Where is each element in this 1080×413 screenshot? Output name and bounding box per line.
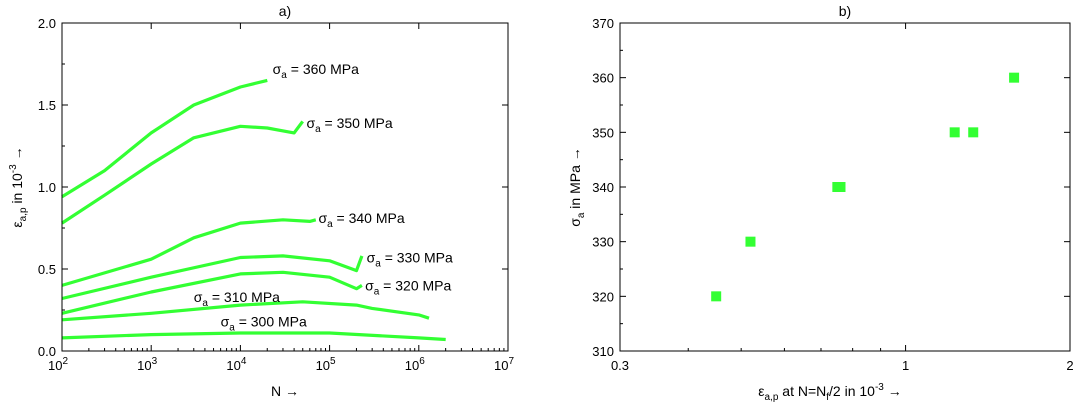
- chart-a-title: a): [279, 3, 291, 19]
- data-point-5: [949, 127, 960, 138]
- x-tick-label: 103: [137, 356, 157, 373]
- chart-a-axes: 102 103 104 105 106 107 0.0 0.5 1.0 1.5 2.0: [38, 16, 515, 373]
- series-line-1: [61, 78, 268, 199]
- chart-a-marks: [61, 78, 446, 342]
- data-point-6: [968, 127, 979, 138]
- series-label-5: σa = 320 MPa: [365, 277, 451, 297]
- x-tick-label: 0.3: [611, 358, 629, 373]
- chart-b-marks: [711, 72, 1020, 302]
- y-tick-label: 370: [592, 16, 614, 31]
- series-label-1: σa = 360 MPa: [273, 61, 359, 81]
- y-tick-label: 0.0: [38, 344, 56, 359]
- y-tick-label: 2.0: [38, 16, 56, 31]
- x-tick-label: 107: [494, 356, 514, 373]
- series-line-4: [61, 254, 364, 301]
- chart-b-x-axis-title: εa,p at N=Nf/2 in 10-3 →: [758, 382, 902, 403]
- chart-b-y-axis-title: σa in MPa →: [567, 147, 587, 227]
- y-tick-label: 330: [592, 235, 614, 250]
- series-label-2: σa = 350 MPa: [306, 115, 392, 135]
- chart-a-annotations: σa = 360 MPa σa = 350 MPa σa = 340 MPa σa =…: [194, 61, 453, 334]
- y-tick-label: 340: [592, 180, 614, 195]
- y-tick-label: 360: [592, 71, 614, 86]
- panel-a: a) 102 103 104 105 106 107 0.0 0.5 1.0 1.5 2.0 σa …: [8, 3, 514, 399]
- y-tick-label: 310: [592, 344, 614, 359]
- y-tick-label: 0.5: [38, 262, 56, 277]
- y-tick-label: 350: [592, 125, 614, 140]
- y-tick-label: 320: [592, 289, 614, 304]
- x-tick-label: 2: [1066, 358, 1073, 373]
- x-tick-label: 105: [316, 356, 336, 373]
- x-tick-label: 102: [48, 356, 68, 373]
- series-label-4: σa = 330 MPa: [367, 250, 453, 270]
- series-line-7: [61, 331, 446, 342]
- y-tick-label: 1.5: [38, 98, 56, 113]
- chart-a-y-axis-title: εa,p in 10-3 →: [8, 146, 29, 227]
- data-point-7: [1009, 72, 1020, 83]
- chart-b-axes: 0.3 1 2 310 320 330 340 350 360 370: [592, 16, 1073, 373]
- data-point-2: [745, 236, 756, 247]
- series-label-6: σa = 310 MPa: [194, 289, 280, 309]
- series-line-3: [61, 218, 317, 287]
- series-line-2: [61, 120, 304, 225]
- series-line-5: [61, 270, 363, 315]
- x-tick-label: 104: [226, 356, 246, 373]
- panel-b: b) 0.3 1 2 310 320 330 340 350 360 370 εa,p at N=…: [567, 3, 1074, 403]
- y-tick-label: 1.0: [38, 180, 56, 195]
- series-line-6: [61, 300, 430, 322]
- data-point-4: [835, 182, 846, 192]
- data-point-1: [711, 291, 722, 302]
- series-label-7: σa = 300 MPa: [221, 313, 307, 333]
- x-tick-label: 106: [405, 356, 425, 373]
- chart-b-title: b): [839, 3, 851, 19]
- chart-a-x-axis-title: N →: [271, 383, 299, 399]
- x-tick-label: 1: [902, 358, 909, 373]
- series-label-3: σa = 340 MPa: [318, 210, 404, 230]
